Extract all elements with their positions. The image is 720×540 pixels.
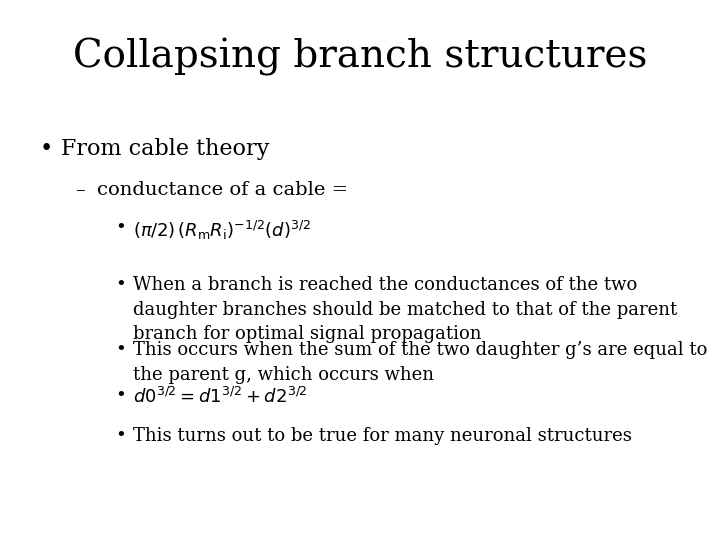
Text: Collapsing branch structures: Collapsing branch structures xyxy=(73,38,647,76)
Text: •: • xyxy=(40,138,53,160)
Text: •: • xyxy=(115,387,126,405)
Text: From cable theory: From cable theory xyxy=(61,138,269,160)
Text: When a branch is reached the conductances of the two
daughter branches should be: When a branch is reached the conductance… xyxy=(133,276,678,343)
Text: conductance of a cable =: conductance of a cable = xyxy=(97,181,348,199)
Text: This turns out to be true for many neuronal structures: This turns out to be true for many neuro… xyxy=(133,427,632,444)
Text: This occurs when the sum of the two daughter g’s are equal to
the parent g, whic: This occurs when the sum of the two daug… xyxy=(133,341,708,383)
Text: •: • xyxy=(115,341,126,359)
Text: –: – xyxy=(76,181,86,199)
Text: •: • xyxy=(115,219,126,237)
Text: $(\pi/2)\,(R_{\rm m}R_{\rm i})^{-1/2}(d)^{3/2}$: $(\pi/2)\,(R_{\rm m}R_{\rm i})^{-1/2}(d)… xyxy=(133,219,311,242)
Text: •: • xyxy=(115,276,126,294)
Text: $d0^{3/2} = d1^{3/2} + d2^{3/2}$: $d0^{3/2} = d1^{3/2} + d2^{3/2}$ xyxy=(133,387,308,407)
Text: •: • xyxy=(115,427,126,444)
